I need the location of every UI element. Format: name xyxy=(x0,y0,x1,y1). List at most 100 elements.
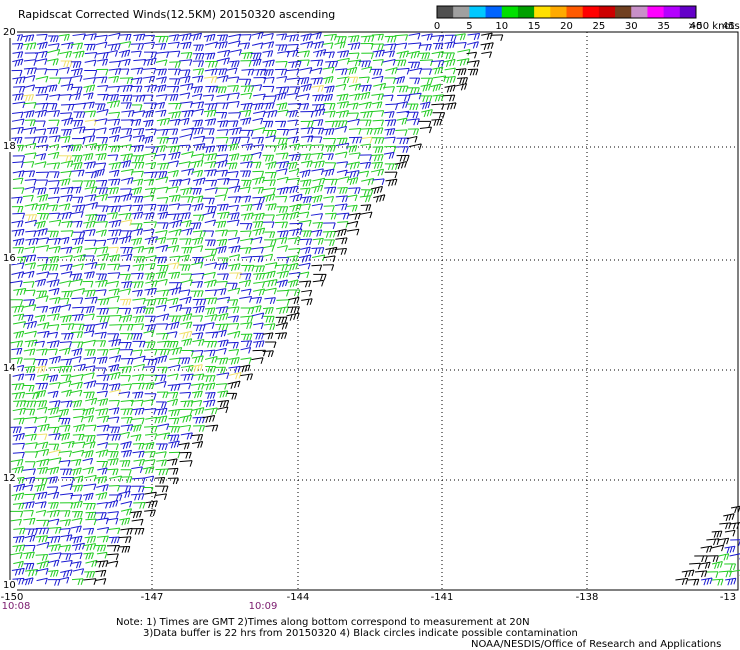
wind-barb xyxy=(228,254,241,261)
wind-barb xyxy=(131,518,144,526)
wind-barb xyxy=(204,279,217,288)
wind-barb xyxy=(167,391,179,399)
wind-barb xyxy=(59,314,72,323)
wind-barb xyxy=(143,399,154,406)
wind-barb xyxy=(46,84,58,92)
wind-barb xyxy=(204,169,217,177)
lon-label-147: -147 xyxy=(140,592,164,603)
wind-barb xyxy=(275,332,288,340)
wind-barb xyxy=(23,384,35,392)
wind-barb xyxy=(107,246,119,254)
wind-barb xyxy=(395,146,409,153)
wind-barb xyxy=(287,289,301,297)
wind-barb xyxy=(276,75,288,83)
note-line-2: 3)Data buffer is 22 hrs from 20150320 4)… xyxy=(143,628,578,639)
wind-barb xyxy=(120,357,134,365)
wind-barb xyxy=(167,213,180,221)
wind-barb xyxy=(71,348,83,357)
wind-barb xyxy=(251,151,262,159)
wind-barb xyxy=(193,44,204,52)
color-scale-swatch xyxy=(453,6,470,18)
wind-barb xyxy=(226,282,238,290)
wind-barb xyxy=(34,340,45,348)
wind-barb xyxy=(72,449,85,457)
wind-barb xyxy=(408,143,422,151)
wind-barb xyxy=(229,49,242,56)
wind-barb xyxy=(335,68,348,76)
wind-barb xyxy=(204,160,217,169)
wind-barb xyxy=(23,400,37,408)
wind-barb xyxy=(178,212,191,220)
wind-barb xyxy=(204,153,218,161)
wind-barb xyxy=(154,380,167,388)
wind-barb xyxy=(228,112,242,119)
wind-barb xyxy=(106,280,119,288)
wind-barb xyxy=(106,295,120,303)
wind-barb xyxy=(143,109,155,118)
wind-barb xyxy=(179,451,192,459)
wind-barb xyxy=(214,159,228,169)
wind-barb xyxy=(204,262,218,269)
wind-barb xyxy=(251,357,264,364)
wind-barb xyxy=(83,435,96,442)
wind-barb xyxy=(262,120,274,128)
wind-barb xyxy=(24,339,38,348)
wind-barb xyxy=(311,84,324,93)
wind-barb xyxy=(96,484,109,492)
wind-barb xyxy=(144,298,157,307)
wind-barb xyxy=(156,278,168,286)
wind-barb xyxy=(276,102,288,111)
wind-barb xyxy=(373,194,386,203)
wind-barb xyxy=(168,102,182,110)
wind-barb xyxy=(83,313,95,321)
wind-barb xyxy=(205,85,219,93)
wind-barb xyxy=(241,256,253,263)
wind-barb xyxy=(11,357,23,365)
wind-barb xyxy=(157,204,169,212)
wind-barb xyxy=(179,178,191,185)
wind-barb xyxy=(325,246,338,255)
wind-barb xyxy=(298,219,312,227)
wind-barb xyxy=(179,33,192,41)
wind-barb xyxy=(119,273,131,281)
wind-barb xyxy=(106,517,119,525)
wind-barb xyxy=(226,100,240,108)
wind-barb xyxy=(143,229,155,236)
wind-barb xyxy=(179,460,193,467)
wind-barb xyxy=(155,59,168,67)
wind-barb xyxy=(334,125,348,133)
wind-barb xyxy=(191,399,203,407)
wind-barb xyxy=(191,355,204,364)
lat-label-14: 14 xyxy=(2,363,17,374)
wind-barb xyxy=(107,263,121,271)
wind-barb xyxy=(71,86,83,94)
wind-barb xyxy=(264,171,277,179)
wind-barb xyxy=(155,186,169,194)
wind-barb xyxy=(335,120,348,128)
wind-barb xyxy=(346,145,358,153)
wind-barb xyxy=(156,197,169,204)
wind-barb xyxy=(73,111,86,119)
wind-barb xyxy=(181,307,192,314)
wind-barb xyxy=(274,92,287,101)
wind-barb xyxy=(96,390,108,398)
wind-barb xyxy=(707,555,719,562)
wind-barb xyxy=(46,162,61,170)
wind-barb xyxy=(131,382,145,390)
wind-barb xyxy=(431,103,445,110)
color-scale-swatch xyxy=(598,6,616,18)
wind-barb xyxy=(24,493,36,501)
wind-barb xyxy=(23,510,34,517)
wind-barb xyxy=(108,527,121,535)
note-line-3: NOAA/NESDIS/Office of Research and Appli… xyxy=(471,639,722,650)
wind-barb xyxy=(13,330,25,339)
wind-barb xyxy=(120,219,133,226)
wind-barb xyxy=(47,491,60,500)
wind-barb xyxy=(228,153,240,161)
wind-barb xyxy=(70,92,81,101)
wind-barb xyxy=(108,111,121,119)
wind-barb xyxy=(298,271,310,279)
wind-barb xyxy=(35,441,49,449)
wind-barb xyxy=(192,416,205,424)
wind-barb xyxy=(84,110,97,118)
